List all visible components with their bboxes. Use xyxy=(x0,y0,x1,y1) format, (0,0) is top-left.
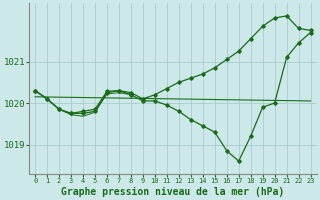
X-axis label: Graphe pression niveau de la mer (hPa): Graphe pression niveau de la mer (hPa) xyxy=(61,186,284,197)
